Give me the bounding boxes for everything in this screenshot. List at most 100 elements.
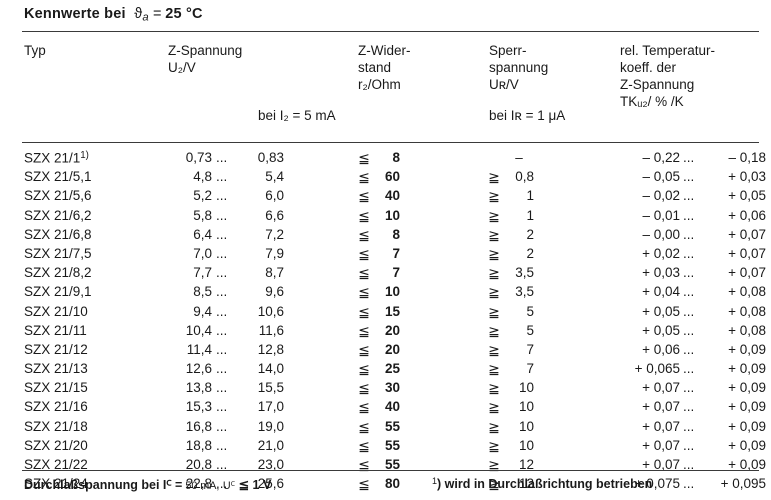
cell-z-resistance-value: 55	[384, 457, 400, 472]
cell-z-voltage-range-dots: ...	[216, 303, 228, 319]
cell-temp-coeff-range-dots: ...	[683, 322, 695, 338]
cell-temp-coeff-min: + 0,065	[634, 361, 680, 377]
cell-z-voltage-range-dots: ...	[216, 265, 228, 281]
cell-reverse-voltage-value: 2	[526, 245, 534, 261]
cell-typ: SZX 21/18	[24, 418, 88, 434]
cell-temp-coeff-min: – 0,00	[642, 226, 680, 242]
title-relation: =	[153, 6, 162, 22]
table-row: SZX 21/5,6 5,2... 6,0 ≦ 40 ≧ 1 – 0,02... + 0,05	[0, 188, 771, 207]
cell-z-voltage-min: 15,3	[185, 399, 212, 415]
cell-reverse-voltage-value: 12	[518, 476, 534, 492]
cell-temp-coeff-max: + 0,09	[728, 361, 766, 377]
cell-temp-coeff-range-dots: ...	[683, 188, 695, 204]
cell-z-resistance-value: 7	[392, 265, 400, 281]
cell-reverse-voltage-value: 10	[518, 380, 534, 396]
cell-temp-coeff-max: + 0,095	[720, 476, 766, 492]
cell-reverse-voltage-relation: ≧	[488, 188, 500, 205]
cell-temp-coeff-range-dots: ...	[683, 303, 695, 319]
cell-z-voltage-range-dots: ...	[216, 476, 228, 492]
cell-z-resistance-relation: ≦	[358, 361, 370, 378]
cell-temp-coeff-max: + 0,08	[728, 322, 766, 338]
cell-reverse-voltage-value: 10	[518, 399, 534, 415]
forward-relation: =	[175, 478, 182, 492]
cell-z-voltage-max: 8,7	[265, 265, 284, 281]
cell-temp-coeff-min: + 0,05	[642, 322, 680, 338]
cell-reverse-voltage-relation: ≧	[488, 361, 500, 378]
table-row: SZX 21/11) 0,73... 0,83 ≦ 8 – – 0,22... – 0,18	[0, 150, 771, 169]
table-row: SZX 21/9,1 8,5... 9,6 ≦ 10 ≧ 3,5 + 0,04... + 0,0…	[0, 284, 771, 303]
cell-temp-coeff-min: – 0,05	[642, 169, 680, 185]
cell-z-resistance-value: 55	[384, 418, 400, 434]
cell-typ: SZX 21/6,2	[24, 207, 92, 223]
cell-z-voltage-range-dots: ...	[216, 399, 228, 415]
cell-z-voltage-max: 6,0	[265, 188, 284, 204]
cell-temp-coeff-range-dots: ...	[683, 150, 695, 165]
cell-typ: SZX 21/11)	[24, 150, 89, 166]
cell-z-resistance-value: 30	[384, 380, 400, 396]
cell-temp-coeff-min: + 0,04	[642, 284, 680, 300]
cell-temp-coeff-max: + 0,08	[728, 284, 766, 300]
table-row: SZX 21/18 16,8... 19,0 ≦ 55 ≧ 10 + 0,07... + 0,0…	[0, 419, 771, 438]
cell-z-resistance-relation: ≦	[358, 284, 370, 301]
table-row: SZX 21/6,8 6,4... 7,2 ≦ 8 ≧ 2 – 0,00... + 0,07	[0, 227, 771, 246]
cell-z-resistance-relation: ≦	[358, 418, 370, 435]
cell-typ: SZX 21/24	[24, 476, 88, 492]
cell-z-voltage-range-dots: ...	[216, 150, 228, 165]
cell-z-resistance-relation: ≦	[358, 169, 370, 186]
cell-temp-coeff-min: + 0,02	[642, 245, 680, 261]
cell-reverse-voltage-value: 5	[526, 303, 534, 319]
cell-temp-coeff-max: + 0,03	[728, 169, 766, 185]
header-rule-top	[22, 31, 759, 32]
cell-reverse-voltage-value: 3,5	[515, 284, 534, 300]
cell-temp-coeff-max: – 0,18	[728, 150, 766, 165]
table-row: SZX 21/22 20,8... 23,0 ≦ 55 ≧ 12 + 0,07... + 0,0…	[0, 457, 771, 476]
forward-current-value: 50 mA,	[185, 480, 220, 492]
cell-typ: SZX 21/9,1	[24, 284, 92, 300]
cell-z-resistance-relation: ≦	[358, 226, 370, 243]
cell-z-voltage-max: 7,9	[265, 245, 284, 261]
cell-reverse-voltage-value: 0,8	[515, 169, 534, 185]
forward-voltage-value: 1 V	[252, 478, 272, 492]
cell-z-voltage-max: 12,8	[257, 341, 284, 357]
forward-voltage-relation: ≦	[238, 478, 250, 492]
table-row: SZX 21/12 11,4... 12,8 ≦ 20 ≧ 7 + 0,06... + 0,09	[0, 342, 771, 361]
cell-temp-coeff-min: – 0,02	[642, 188, 680, 204]
cell-z-resistance-value: 10	[384, 284, 400, 300]
cell-reverse-voltage-relation: ≧	[488, 399, 500, 416]
cell-typ: SZX 21/5,6	[24, 188, 92, 204]
table-row: SZX 21/5,1 4,8... 5,4 ≦ 60 ≧ 0,8 – 0,05... + 0,0…	[0, 169, 771, 188]
cell-z-voltage-range-dots: ...	[216, 322, 228, 338]
table-row: SZX 21/8,2 7,7... 8,7 ≦ 7 ≧ 3,5 + 0,03... + 0,07	[0, 265, 771, 284]
cell-z-voltage-range-dots: ...	[216, 437, 228, 453]
cell-temp-coeff-min: + 0,06	[642, 341, 680, 357]
cell-typ: SZX 21/8,2	[24, 265, 92, 281]
cell-temp-coeff-min: – 0,22	[642, 150, 680, 165]
cell-z-voltage-max: 25,6	[257, 476, 284, 492]
cell-z-voltage-range-dots: ...	[216, 457, 228, 472]
table-row: SZX 21/20 18,8... 21,0 ≦ 55 ≧ 10 + 0,07... + 0,0…	[0, 438, 771, 457]
cell-reverse-voltage-value: 10	[518, 418, 534, 434]
column-header-sperrspannung: Sperr- spannung Uʀ/V	[489, 43, 549, 92]
cell-z-voltage-max: 10,6	[257, 303, 284, 319]
cell-reverse-voltage-relation: ≧	[488, 265, 500, 282]
cell-z-voltage-min: 0,73	[185, 150, 212, 165]
table-row: SZX 21/11 10,4... 11,6 ≦ 20 ≧ 5 + 0,05... + 0,08	[0, 323, 771, 342]
cell-temp-coeff-min: – 0,01	[642, 207, 680, 223]
cell-reverse-voltage-relation: ≧	[488, 476, 500, 493]
cell-z-voltage-min: 4,8	[193, 169, 212, 185]
cell-temp-coeff-range-dots: ...	[683, 245, 695, 261]
cell-reverse-voltage-relation: ≧	[488, 437, 500, 454]
cell-reverse-voltage-relation: ≧	[488, 303, 500, 320]
cell-z-resistance-relation: ≦	[358, 341, 370, 358]
cell-z-resistance-relation: ≦	[358, 437, 370, 454]
cell-z-resistance-relation: ≦	[358, 245, 370, 262]
cell-z-resistance-value: 60	[384, 169, 400, 185]
cell-z-voltage-min: 12,6	[185, 361, 212, 377]
cell-z-voltage-min: 16,8	[185, 418, 212, 434]
cell-z-voltage-range-dots: ...	[216, 418, 228, 434]
title-value: 25 °C	[165, 6, 203, 22]
cell-z-resistance-relation: ≦	[358, 207, 370, 224]
table-row: SZX 21/10 9,4... 10,6 ≦ 15 ≧ 5 + 0,05... + 0,08	[0, 304, 771, 323]
cell-temp-coeff-range-dots: ...	[683, 457, 695, 472]
cell-temp-coeff-min: + 0,07	[642, 457, 680, 472]
